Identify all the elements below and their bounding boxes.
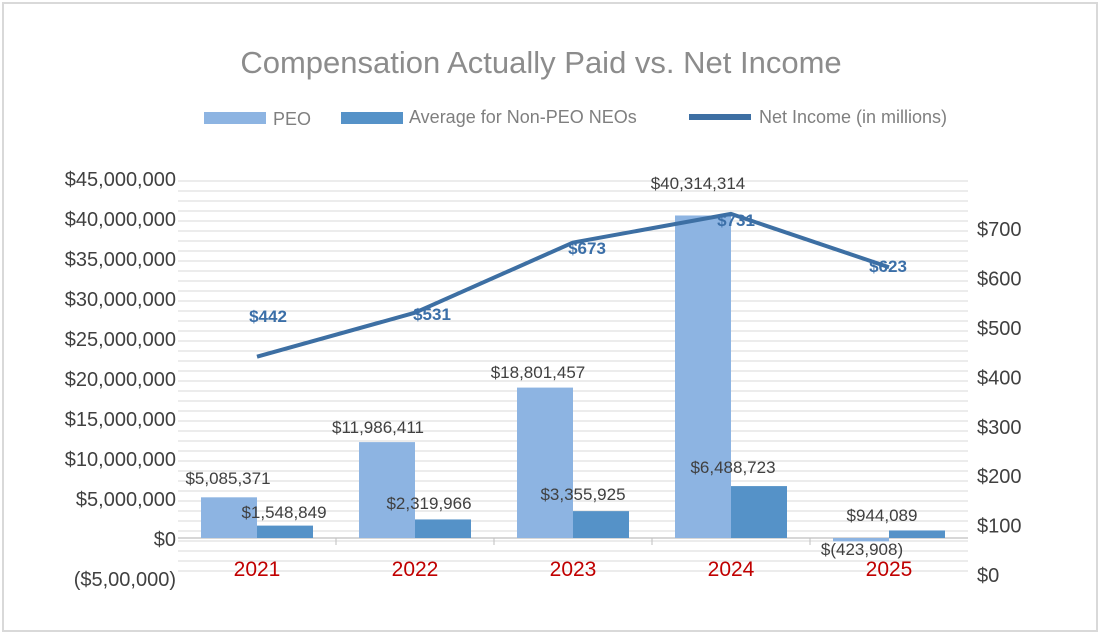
legend-label-non-peo: Average for Non-PEO NEOs <box>409 107 637 127</box>
category-label: 2024 <box>708 558 755 581</box>
category-label: 2023 <box>550 558 597 581</box>
data-label-peo: $11,986,411 <box>332 418 424 437</box>
left-tick-label: $15,000,000 <box>65 409 176 431</box>
data-label-non-peo: $944,089 <box>847 506 918 525</box>
right-tick-label: $400 <box>977 367 1022 389</box>
legend: PEO Average for Non-PEO NEOs Net Income … <box>204 107 947 129</box>
left-tick-label: $45,000,000 <box>65 169 176 191</box>
left-tick-label: $10,000,000 <box>65 449 176 471</box>
bars <box>201 215 945 542</box>
chart-title: Compensation Actually Paid vs. Net Incom… <box>240 45 841 80</box>
left-tick-label: $35,000,000 <box>65 249 176 271</box>
data-label-net-income: $531 <box>413 305 451 324</box>
category-label: 2021 <box>234 558 281 581</box>
data-labels: $5,085,371 $1,548,849 $11,986,411 $2,319,96… <box>185 174 917 559</box>
right-tick-label: $100 <box>977 516 1022 538</box>
data-label-net-income: $623 <box>869 257 907 276</box>
bar-non-peo <box>415 519 471 538</box>
bar-peo <box>359 442 415 538</box>
legend-label-peo: PEO <box>273 109 311 129</box>
legend-label-net-income: Net Income (in millions) <box>759 107 947 127</box>
right-tick-label: $300 <box>977 417 1022 439</box>
legend-swatch-non-peo <box>341 112 403 124</box>
left-tick-label: $0 <box>154 529 176 551</box>
net-income-line <box>256 211 890 359</box>
data-label-net-income: $731 <box>717 211 755 230</box>
bar-peo <box>833 538 889 542</box>
data-label-non-peo: $3,355,925 <box>540 485 625 504</box>
data-label-non-peo: $2,319,966 <box>386 494 471 513</box>
category-labels: 2021 2022 2023 2024 2025 <box>234 558 913 581</box>
right-tick-label: $200 <box>977 466 1022 488</box>
left-tick-label: $20,000,000 <box>65 369 176 391</box>
left-axis-ticks: $45,000,000 $40,000,000 $35,000,000 $30,000… <box>65 169 176 591</box>
category-label: 2022 <box>392 558 439 581</box>
legend-swatch-peo <box>204 112 266 124</box>
bar-peo <box>517 387 573 538</box>
category-label: 2025 <box>866 558 913 581</box>
right-axis-ticks: $700 $600 $500 $400 $300 $200 $100 $0 <box>977 219 1022 587</box>
bar-non-peo <box>257 525 313 538</box>
legend-swatch-net-income <box>689 114 751 120</box>
data-label-non-peo: $1,548,849 <box>241 503 326 522</box>
right-tick-label: $500 <box>977 318 1022 340</box>
data-label-peo: $40,314,314 <box>651 174 746 193</box>
left-tick-label: $25,000,000 <box>65 329 176 351</box>
data-label-peo: $5,085,371 <box>185 469 270 488</box>
right-tick-label: $700 <box>977 219 1022 241</box>
right-tick-label: $600 <box>977 269 1022 291</box>
right-tick-label: $0 <box>977 565 999 587</box>
left-tick-label: $40,000,000 <box>65 209 176 231</box>
data-label-peo: $(423,908) <box>821 540 903 559</box>
bar-non-peo <box>731 486 787 538</box>
data-label-net-income: $442 <box>249 307 287 326</box>
data-label-net-income: $673 <box>568 239 606 258</box>
left-tick-label: $30,000,000 <box>65 289 176 311</box>
left-tick-label: ($5,00,000) <box>74 569 176 591</box>
bar-non-peo <box>573 511 629 538</box>
data-label-non-peo: $6,488,723 <box>690 458 775 477</box>
bar-non-peo <box>889 530 945 538</box>
data-label-peo: $18,801,457 <box>491 363 586 382</box>
left-tick-label: $5,000,000 <box>76 489 176 511</box>
net-income-line-path <box>256 211 890 359</box>
bar-peo <box>675 215 731 539</box>
bar-peo <box>201 497 257 538</box>
